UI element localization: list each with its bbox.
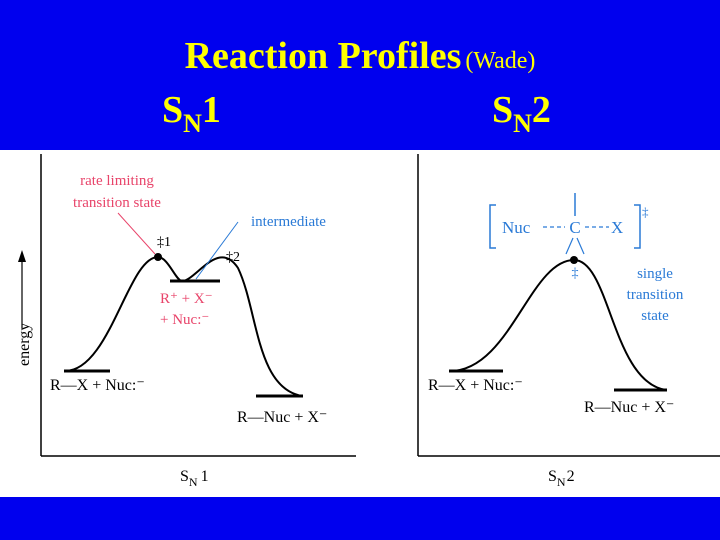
slide-title: Reaction Profiles (Wade) (0, 34, 720, 78)
single-ts-label-2: transition (627, 287, 684, 303)
bottom-bar (0, 497, 720, 540)
rate-limiting-label-1: rate limiting (80, 173, 154, 189)
sn1-diagram: energy rate limiting transition state in… (16, 154, 356, 489)
heading-sn1-num: 1 (201, 89, 221, 131)
diagram-panel: energy rate limiting transition state in… (0, 150, 720, 497)
rate-limiting-label-2: transition state (73, 195, 161, 211)
ts1-mark: ‡1 (157, 235, 171, 250)
ts-right-bracket (634, 204, 641, 249)
intermediate-species-2: + Nuc:⁻ (160, 312, 209, 328)
heading-sn1-base: S (162, 89, 184, 131)
sn1-ts1-point (154, 253, 162, 261)
ts-lower-bond-right (576, 237, 585, 255)
sn1-axis-base: S (180, 468, 189, 485)
ts2-mark: ‡2 (226, 250, 240, 265)
sn1-axis-num: 1 (201, 468, 209, 485)
heading-sn2-sub: N (513, 109, 532, 138)
sn1-axis-title: SN 1 (180, 468, 209, 489)
single-ts-label-3: state (641, 308, 669, 324)
heading-sn2: SN2 (492, 88, 551, 139)
ts-carbon-label: C (569, 218, 580, 237)
sn1-products-label: R—Nuc + X⁻ (237, 409, 327, 426)
sn2-axis-title: SN2 (548, 468, 575, 489)
ts-lower-bond-left (565, 237, 574, 255)
sn2-reactants-label: R—X + Nuc:⁻ (428, 377, 523, 394)
sn2-axis-base: S (548, 468, 557, 485)
energy-arrow-head (18, 250, 26, 262)
title-main: Reaction Profiles (184, 35, 462, 77)
energy-axis-label: energy (16, 323, 33, 366)
title-sub: (Wade) (465, 48, 536, 74)
sn2-diagram: Nuc C X ‡ ‡ single transition state R—X … (417, 154, 720, 489)
reaction-profile-figure: energy rate limiting transition state in… (16, 154, 720, 489)
intermediate-pointer (195, 221, 239, 280)
sn2-axis-sub: N (557, 475, 566, 489)
sn1-axis-sub: N (189, 475, 198, 489)
sn2-products-label: R—Nuc + X⁻ (584, 399, 674, 416)
ts-bracket-dagger: ‡ (642, 204, 649, 219)
sn1-reactants-label: R—X + Nuc:⁻ (50, 377, 145, 394)
heading-sn2-base: S (492, 89, 514, 131)
sn2-ts-point (570, 256, 578, 264)
intermediate-species-1: R⁺ + X⁻ (160, 291, 213, 307)
ts-nuc-label: Nuc (502, 218, 531, 237)
single-ts-label-1: single (637, 266, 673, 282)
sn2-axis-num: 2 (567, 468, 575, 485)
ts-left-bracket (489, 204, 496, 249)
rate-limiting-pointer (117, 212, 156, 255)
heading-sn1: SN1 (162, 88, 221, 139)
intermediate-label: intermediate (251, 214, 326, 230)
heading-sn2-num: 2 (531, 89, 551, 131)
ts-x-label: X (611, 218, 623, 237)
heading-sn1-sub: N (183, 109, 202, 138)
sn2-peak-dagger: ‡ (572, 266, 579, 281)
